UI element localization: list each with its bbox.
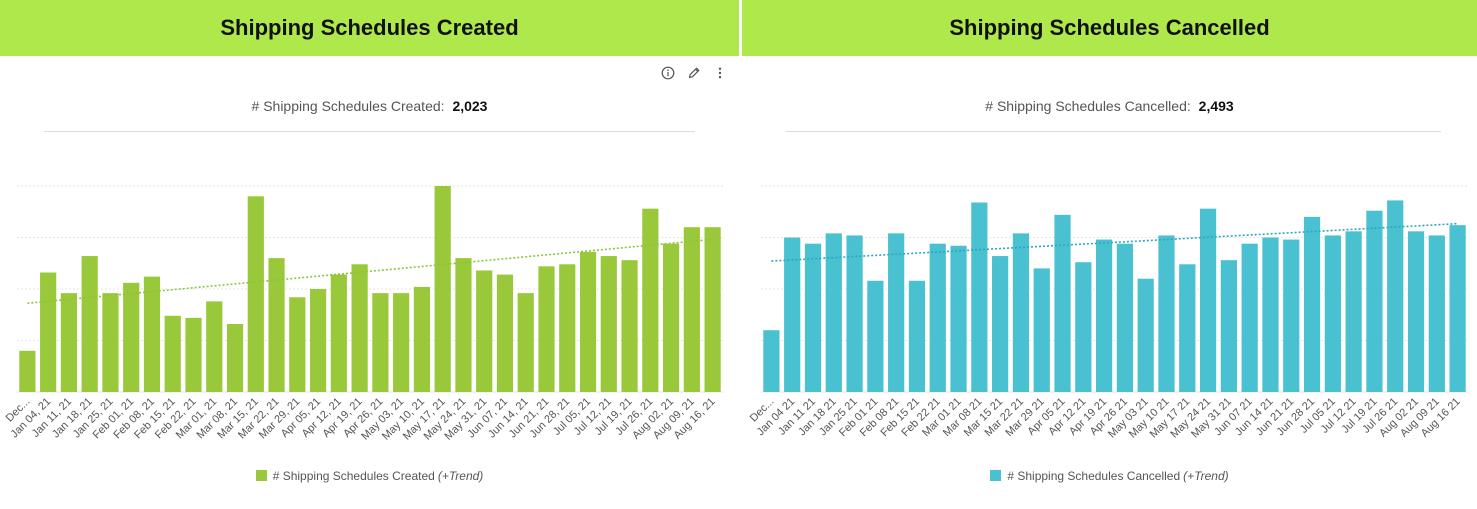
bar [1449,225,1466,392]
bar [950,245,967,392]
bar [908,280,926,392]
bar [888,233,905,392]
bar [804,243,822,392]
bar [1262,237,1279,392]
widget-toolbar [661,66,727,80]
bar [621,260,638,392]
bar [476,270,493,392]
bar [704,227,721,392]
bar [600,256,617,392]
bar [1345,231,1362,392]
more-vertical-icon[interactable] [713,66,727,80]
bar [455,258,472,392]
created-panel: Shipping Schedules Created # Shipping Sc… [0,0,739,483]
bar [226,324,244,392]
bar [1054,214,1071,392]
bar [1179,264,1196,392]
bar [185,317,202,392]
kpi-summary: # Shipping Schedules Created: 2,023 [0,98,739,114]
bar [19,350,36,392]
legend-swatch [255,470,267,481]
bar [123,282,140,392]
bar [351,264,368,392]
bar [164,315,181,392]
bar [1137,278,1154,392]
bar [1012,233,1030,392]
bar [784,237,801,392]
bar [40,272,57,392]
bar [1241,243,1258,392]
kpi-value: 2,023 [452,98,488,114]
bar [825,233,842,392]
bar [1387,200,1404,392]
kpi-divider [786,131,1441,132]
bar [434,186,451,392]
bar [206,301,223,392]
pencil-icon[interactable] [687,66,701,80]
legend-trend-suffix: (+Trend) [1183,469,1229,483]
legend-trend-suffix: (+Trend) [437,469,484,483]
bar [60,293,78,392]
legend-label: # Shipping Schedules Cancelled [1007,469,1181,483]
bar [929,243,946,392]
bar [1428,235,1445,392]
bar [102,293,119,392]
kpi-label: # Shipping Schedules Created: [251,98,445,114]
bar [496,274,514,392]
bar [538,266,555,392]
kpi-divider [44,131,695,132]
bar [1095,239,1113,392]
bar [1407,231,1425,392]
panel-divider [739,0,742,56]
bar [247,196,264,392]
kpi-summary: # Shipping Schedules Cancelled: 2,493 [742,98,1477,114]
bar [1303,216,1321,392]
panel-title: Shipping Schedules Created [0,0,739,56]
bar [763,330,780,392]
bar [268,258,285,392]
bar [81,256,98,392]
bar [393,293,410,392]
bar [1199,208,1217,392]
cancelled-panel: Shipping Schedules Cancelled # Shipping … [742,0,1477,509]
bar [867,280,884,392]
bar [683,227,700,392]
bar [1324,235,1341,392]
legend-label: # Shipping Schedules Created [272,469,435,483]
bar [413,286,431,392]
bar [330,274,347,392]
chart-legend[interactable]: # Shipping Schedules Created (+Trend) [0,469,739,483]
kpi-value: 2,493 [1198,98,1234,114]
bar [289,297,306,392]
bar [309,289,327,392]
bar [1116,243,1134,392]
bar [1366,210,1383,392]
bar [372,293,389,392]
bar [143,276,161,392]
bar [1220,260,1237,392]
bar [971,202,988,392]
chart-legend[interactable]: # Shipping Schedules Cancelled (+Trend) [742,469,1477,483]
trend-line [27,238,713,305]
trend-line [771,222,1458,262]
bar [992,256,1009,392]
bar [579,251,597,392]
bar [517,293,534,392]
bar [1283,239,1300,392]
legend-swatch [990,470,1002,481]
bar [642,208,659,392]
bar [662,243,680,392]
bar [846,235,863,392]
bar [1033,268,1050,392]
panel-title: Shipping Schedules Cancelled [742,0,1477,56]
bar [1075,262,1092,392]
bar [559,264,576,392]
kpi-label: # Shipping Schedules Cancelled: [985,98,1191,114]
bar [1158,235,1175,392]
info-icon[interactable] [661,66,675,80]
